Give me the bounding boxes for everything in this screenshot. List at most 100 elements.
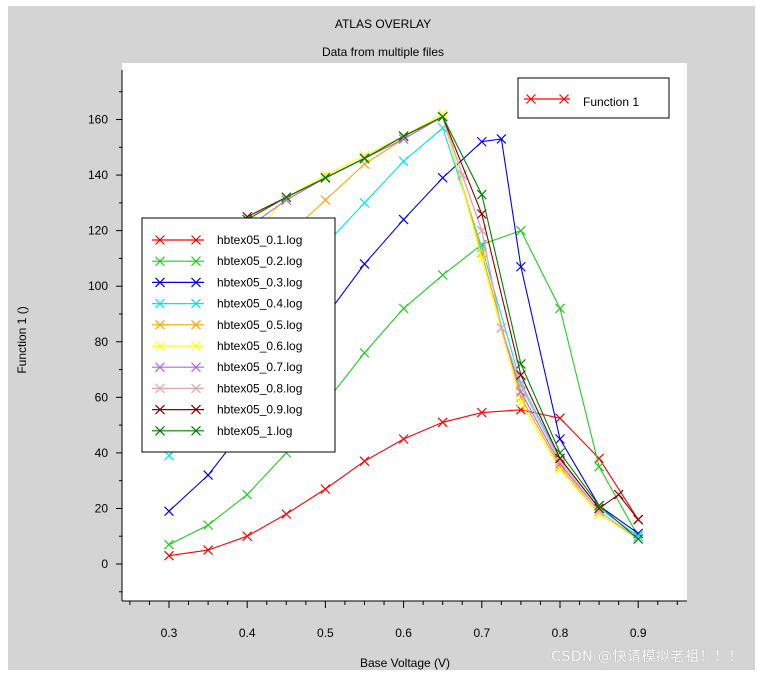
- x-tick-label: 0.9: [630, 626, 647, 640]
- legend-entry-marker: [191, 341, 201, 351]
- y-tick-label: 120: [88, 224, 108, 238]
- legend-entry-label: hbtex05_0.3.log: [217, 275, 302, 289]
- legend-entry-label: hbtex05_0.5.log: [217, 318, 302, 332]
- data-point: [398, 434, 409, 444]
- legend-sample-marker: [559, 94, 569, 104]
- legend-entry-marker: [191, 319, 201, 330]
- data-point: [164, 550, 174, 561]
- data-point: [613, 489, 624, 500]
- data-point: [515, 359, 526, 369]
- data-point: [555, 434, 565, 444]
- data-point: [496, 134, 507, 144]
- data-point: [320, 172, 331, 183]
- x-tick-label: 0.8: [552, 626, 569, 640]
- series-1: [164, 404, 644, 561]
- legend-entry-marker: [155, 383, 165, 394]
- data-point: [359, 197, 370, 208]
- legend-entry-label: hbtex05_1.log: [217, 424, 292, 438]
- data-point: [594, 503, 605, 514]
- data-point: [398, 214, 409, 225]
- data-point: [515, 397, 526, 408]
- legend-top-right: Function 1: [517, 77, 670, 119]
- data-point: [398, 303, 409, 314]
- legend-entry-marker: [191, 235, 201, 245]
- data-point: [633, 514, 644, 525]
- data-point: [359, 153, 370, 164]
- data-point: [515, 225, 526, 236]
- y-tick-label: 140: [88, 168, 108, 182]
- data-point: [476, 253, 487, 264]
- legend-entry-label: hbtex05_0.4.log: [217, 297, 302, 311]
- data-point: [164, 539, 174, 550]
- legend-sample-marker: [526, 94, 536, 104]
- legend-entry-label: hbtex05_0.6.log: [217, 339, 302, 353]
- legend-entry-marker: [155, 256, 165, 267]
- legend-entry-marker: [155, 235, 165, 245]
- watermark-text: CSDN @快请模拟老祖！！！: [551, 649, 743, 665]
- data-point: [594, 461, 605, 472]
- data-point: [476, 189, 487, 200]
- legend-entry-label: hbtex05_0.8.log: [217, 381, 302, 395]
- y-tick-label: 160: [88, 113, 108, 127]
- x-tick-label: 0.6: [395, 626, 412, 640]
- legend-entry: hbtex05_0.1.log: [152, 233, 302, 247]
- x-tick-label: 0.4: [239, 626, 256, 640]
- legend-entry-marker: [155, 277, 165, 288]
- legend-top-sample: [524, 94, 570, 104]
- legend-entry-marker: [191, 425, 201, 436]
- legend-entry-marker: [155, 341, 165, 351]
- legend-entry: hbtex05_0.4.log: [152, 297, 302, 311]
- data-point: [555, 413, 565, 424]
- data-point: [555, 303, 565, 314]
- data-point: [476, 407, 487, 418]
- data-point: [555, 456, 565, 467]
- legend-entry: hbtex05_0.3.log: [152, 275, 302, 289]
- data-point: [515, 404, 526, 415]
- data-point: [281, 509, 292, 519]
- legend-entry-marker: [155, 298, 165, 309]
- legend-entry-marker: [191, 404, 201, 415]
- data-point: [437, 417, 448, 428]
- y-tick-label: 60: [95, 390, 109, 404]
- data-point: [437, 109, 448, 119]
- legend-entry-marker: [155, 404, 165, 415]
- chart-title: ATLAS OVERLAY: [335, 17, 431, 31]
- legend-files-entries: hbtex05_0.1.log hbtex05_0.2.log hbtex05_0.…: [152, 233, 302, 438]
- data-point: [164, 506, 174, 517]
- x-tick-label: 0.7: [473, 626, 490, 640]
- data-point: [281, 192, 292, 203]
- y-tick-label: 0: [101, 557, 108, 571]
- legend-entry: hbtex05_1.log: [152, 424, 292, 438]
- legend-entry-marker: [191, 362, 201, 373]
- y-tick-label: 40: [95, 446, 109, 460]
- data-point: [476, 209, 487, 219]
- data-point: [496, 322, 507, 333]
- legend-entry-marker: [155, 319, 165, 330]
- data-point: [359, 259, 370, 269]
- data-point: [320, 484, 331, 494]
- legend-top-label: Function 1: [583, 95, 639, 109]
- legend-entry-label: hbtex05_0.9.log: [217, 403, 302, 417]
- data-point: [437, 270, 448, 281]
- legend-entry-marker: [191, 256, 201, 267]
- legend-entry: hbtex05_0.9.log: [152, 403, 302, 417]
- legend-entry-marker: [191, 277, 201, 288]
- y-tick-label: 80: [95, 335, 109, 349]
- y-tick-label: 20: [95, 501, 109, 515]
- data-point: [398, 156, 409, 167]
- data-point: [320, 195, 331, 206]
- data-point: [633, 531, 644, 542]
- data-point: [164, 450, 174, 461]
- legend-entry: hbtex05_0.7.log: [152, 360, 302, 374]
- data-point: [281, 195, 292, 206]
- data-point: [476, 136, 487, 147]
- legend-entry: hbtex05_0.5.log: [152, 318, 302, 332]
- x-tick-label: 0.5: [317, 626, 334, 640]
- legend-entry-marker: [155, 425, 165, 436]
- legend-entry-label: hbtex05_0.2.log: [217, 254, 302, 268]
- data-point: [515, 261, 526, 272]
- data-point: [398, 134, 409, 144]
- y-tick-label: 100: [88, 279, 108, 293]
- legend-entry-label: hbtex05_0.7.log: [217, 360, 302, 374]
